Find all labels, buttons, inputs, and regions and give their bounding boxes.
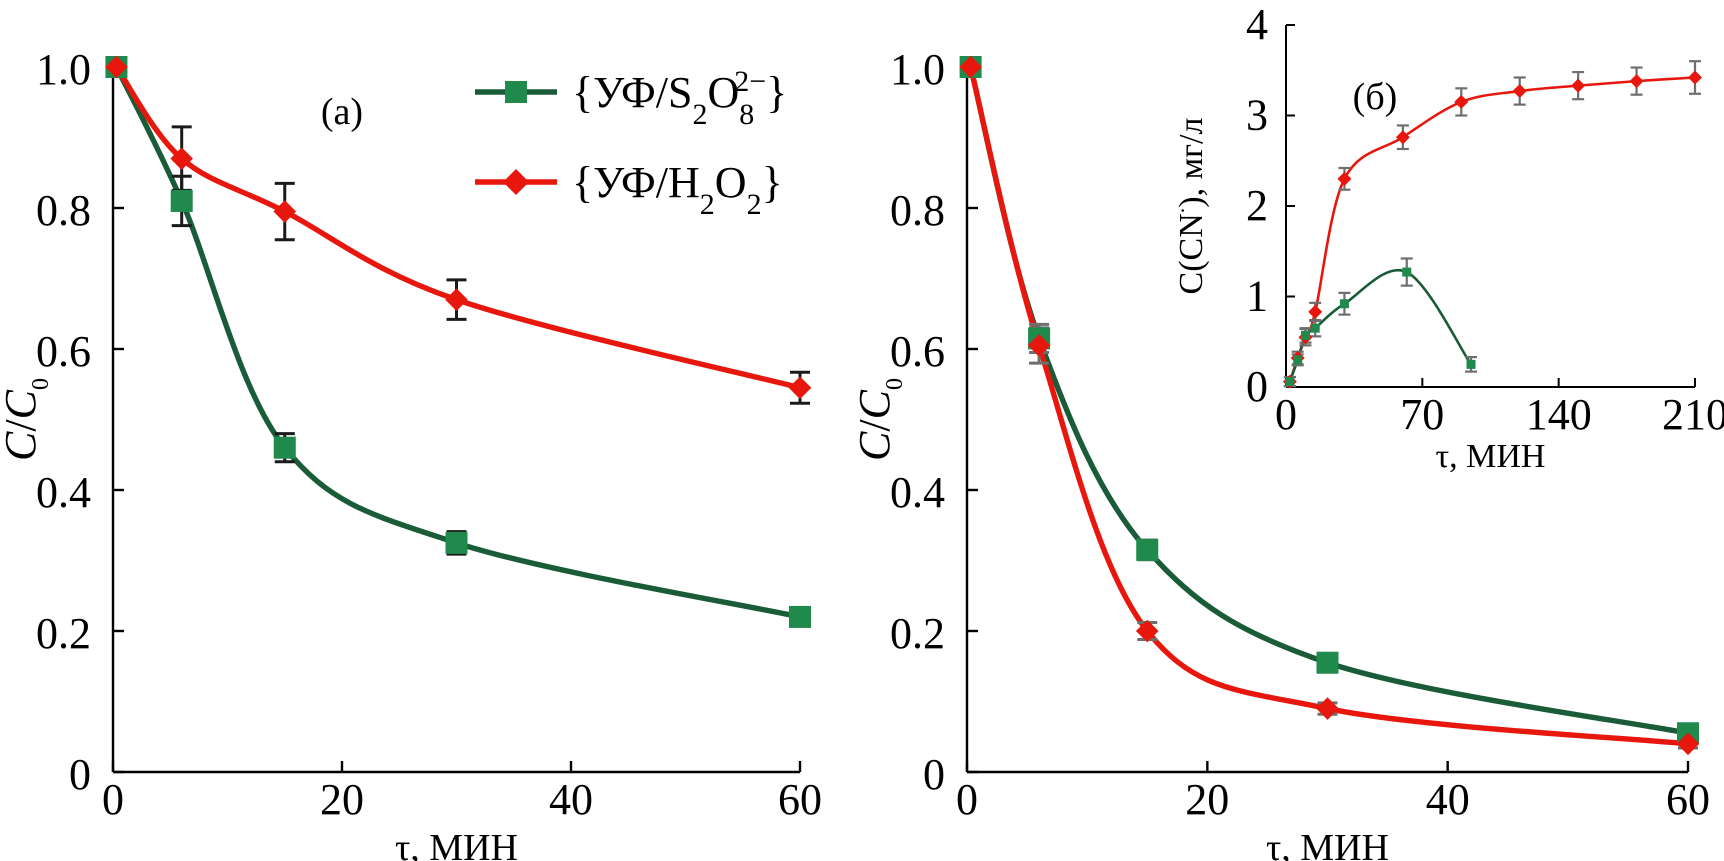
svg-text:τ, МИН: τ, МИН — [1435, 438, 1545, 475]
svg-text:0.8: 0.8 — [890, 186, 945, 235]
svg-text:1.0: 1.0 — [36, 45, 91, 94]
svg-text:60: 60 — [778, 775, 822, 824]
svg-text:20: 20 — [320, 775, 364, 824]
svg-text:0.4: 0.4 — [36, 468, 91, 517]
svg-text:0: 0 — [102, 775, 124, 824]
svg-text:0.8: 0.8 — [36, 186, 91, 235]
svg-text:τ, МИН: τ, МИН — [395, 827, 518, 861]
svg-text:140: 140 — [1526, 390, 1592, 439]
svg-text:40: 40 — [549, 775, 593, 824]
svg-text:0.4: 0.4 — [890, 468, 945, 517]
svg-text:0: 0 — [1246, 362, 1268, 411]
svg-text:(б): (б) — [1353, 76, 1398, 118]
svg-text:τ, МИН: τ, МИН — [1266, 827, 1389, 861]
svg-text:0.6: 0.6 — [36, 327, 91, 376]
svg-text:0: 0 — [956, 775, 978, 824]
svg-text:0: 0 — [69, 750, 91, 799]
svg-text:210: 210 — [1662, 390, 1724, 439]
svg-text:0: 0 — [1275, 390, 1297, 439]
svg-text:4: 4 — [1246, 0, 1268, 49]
svg-text:70: 70 — [1400, 390, 1444, 439]
svg-text:0.2: 0.2 — [890, 609, 945, 658]
svg-text:20: 20 — [1185, 775, 1229, 824]
svg-text:0: 0 — [923, 750, 945, 799]
svg-text:3: 3 — [1246, 91, 1268, 140]
svg-text:2: 2 — [1246, 181, 1268, 230]
svg-text:40: 40 — [1426, 775, 1470, 824]
svg-text:(a): (a) — [321, 91, 363, 133]
svg-text:0.2: 0.2 — [36, 609, 91, 658]
svg-text:1.0: 1.0 — [890, 45, 945, 94]
svg-text:0.6: 0.6 — [890, 327, 945, 376]
svg-text:1: 1 — [1246, 272, 1268, 321]
svg-text:C(CN∙), мг/л: C(CN∙), мг/л — [1170, 118, 1211, 295]
svg-text:60: 60 — [1666, 775, 1710, 824]
